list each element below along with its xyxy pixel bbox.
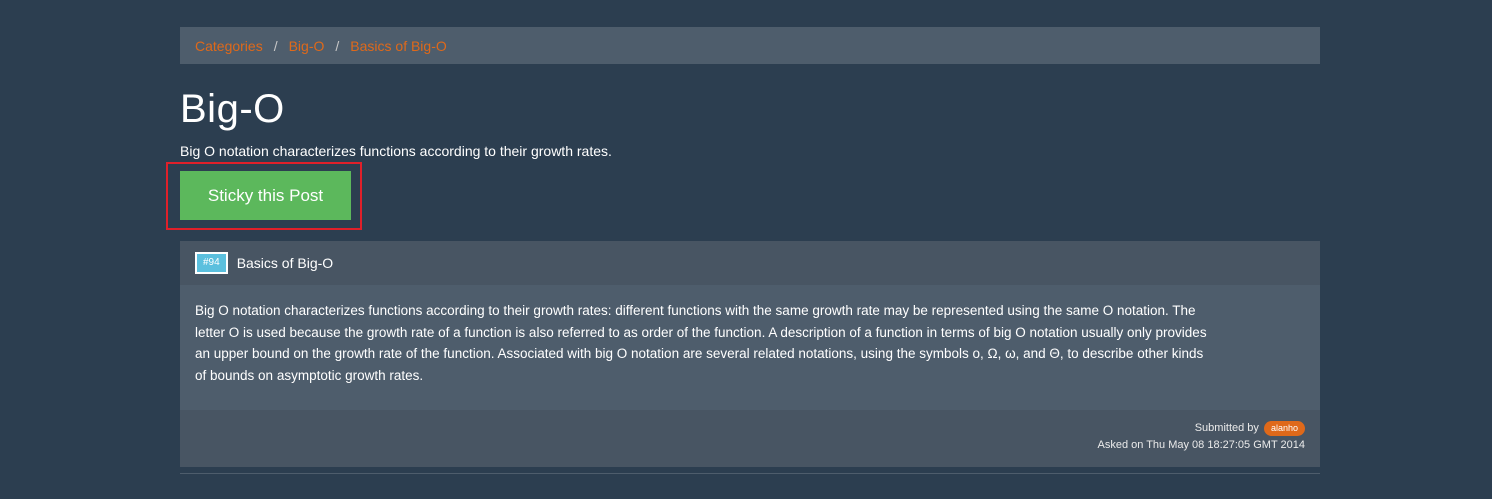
sticky-button-highlight (166, 162, 362, 230)
asked-on-timestamp: Asked on Thu May 08 18:27:05 GMT 2014 (1097, 439, 1305, 451)
breadcrumb-separator: / (273, 37, 278, 54)
post-id-badge: #94 (195, 252, 228, 274)
breadcrumb-link-basics-of-big-o[interactable]: Basics of Big-O (350, 37, 447, 54)
post-title[interactable]: Basics of Big-O (236, 255, 334, 271)
author-badge[interactable]: alanho (1263, 421, 1305, 436)
page-subtitle: Big O notation characterizes functions a… (180, 143, 612, 159)
breadcrumb-link-big-o[interactable]: Big-O (288, 37, 325, 54)
submitted-by-label: Submitted by (1194, 422, 1259, 434)
breadcrumb-link-categories[interactable]: Categories (195, 37, 263, 54)
main-container: Categories / Big-O / Basics of Big-O Big… (166, 27, 1320, 474)
breadcrumb: Categories / Big-O / Basics of Big-O (180, 27, 1320, 64)
page-title: Big-O (180, 87, 285, 131)
breadcrumb-separator: / (335, 37, 340, 54)
post-panel: #94 Basics of Big-O Big O notation chara… (180, 241, 1320, 467)
submitted-by: Submitted by alanho (180, 420, 1305, 437)
sticky-post-button[interactable]: Sticky this Post (180, 171, 351, 220)
post-body: Big O notation characterizes functions a… (180, 285, 1320, 410)
post-footer: Submitted by alanho Asked on Thu May 08 … (180, 410, 1320, 467)
post-body-text: Big O notation characterizes functions a… (195, 303, 1207, 383)
post-header: #94 Basics of Big-O (180, 241, 1320, 285)
panel-divider (180, 473, 1320, 474)
